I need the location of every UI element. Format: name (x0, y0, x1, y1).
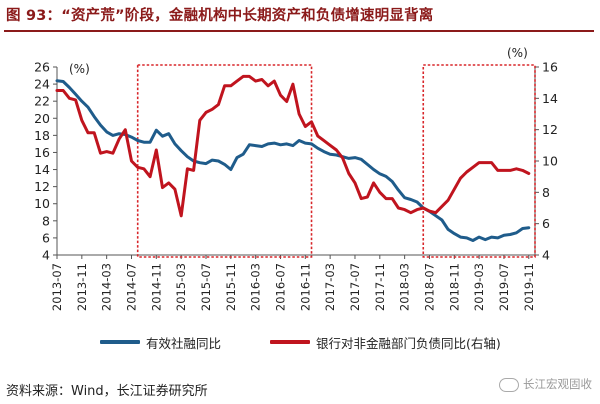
left-tick-label: 18 (34, 128, 50, 143)
highlight-region-2 (422, 64, 536, 258)
legend-swatch-series-1 (100, 340, 140, 344)
x-tick-label: 2019-11 (522, 263, 536, 311)
x-tick-label: 2015-07 (199, 263, 213, 311)
left-tick-label: 14 (34, 162, 50, 177)
x-tick-label: 2016-03 (249, 263, 263, 311)
figure-title: 图 93：“资产荒”阶段，金融机构中长期资产和负债增速明显背离 (6, 8, 434, 24)
x-tick-label: 2018-11 (447, 263, 461, 311)
chart-tick-labels: 4 6 8 10 12 14 16 18 20 22 24 26 4 6 8 10 12 14 16 (%) (%) 20… (34, 46, 558, 311)
left-tick-label: 20 (34, 111, 50, 126)
left-tick-label: 10 (34, 196, 50, 211)
right-tick-label: 14 (542, 91, 558, 106)
left-tick-label: 4 (42, 248, 50, 263)
left-tick-label: 24 (34, 77, 50, 92)
x-tick-label: 2017-11 (373, 263, 387, 311)
legend-label-series-1: 有效社融同比 (146, 336, 222, 351)
source-note: 资料来源：Wind，长江证券研究所 (6, 384, 208, 399)
left-tick-label: 26 (34, 60, 50, 75)
left-tick-label: 6 (42, 230, 50, 245)
x-tick-label: 2018-03 (398, 263, 412, 311)
right-unit-label: (%) (507, 46, 528, 60)
wechat-icon (499, 377, 519, 392)
series-line-2 (55, 74, 531, 218)
x-tick-label: 2017-03 (323, 263, 337, 311)
right-tick-label: 6 (542, 216, 550, 231)
right-tick-label: 4 (542, 248, 550, 263)
legend-label-series-2: 银行对非金融部门负债同比(右轴) (316, 336, 501, 351)
x-tick-label: 2014-07 (124, 263, 138, 311)
watermark: 长江宏观固收 (499, 376, 592, 392)
x-tick-label: 2016-07 (273, 263, 287, 311)
left-tick-label: 8 (42, 213, 50, 228)
left-tick-label: 12 (34, 179, 50, 194)
legend-swatch-series-2 (270, 340, 310, 344)
series-line-1 (55, 79, 531, 242)
x-tick-label: 2018-07 (422, 263, 436, 311)
dual-axis-line-chart: 4 6 8 10 12 14 16 18 20 22 24 26 4 6 8 10 12 14 16 (%) (%) 20… (34, 46, 558, 311)
x-tick-label: 2019-07 (497, 263, 511, 311)
highlight-regions (136, 64, 536, 258)
highlight-region-1 (136, 64, 313, 258)
right-tick-label: 8 (542, 185, 550, 200)
left-tick-label: 22 (34, 94, 50, 109)
x-tick-label: 2019-03 (472, 263, 486, 311)
x-tick-label: 2015-11 (224, 263, 238, 311)
watermark-text: 长江宏观固收 (523, 377, 592, 391)
left-unit-label: (%) (69, 62, 90, 76)
x-tick-label: 2017-07 (348, 263, 362, 311)
x-tick-label: 2013-07 (50, 263, 64, 311)
x-tick-label: 2015-03 (174, 263, 188, 311)
right-tick-label: 10 (542, 154, 558, 169)
x-tick-label: 2013-11 (75, 263, 89, 311)
right-tick-label: 16 (542, 60, 558, 75)
chart-series (55, 74, 531, 242)
title-divider (4, 30, 594, 32)
left-tick-label: 16 (34, 145, 50, 160)
x-tick-label: 2014-11 (149, 263, 163, 311)
right-tick-label: 12 (542, 122, 558, 137)
x-tick-label: 2016-11 (298, 263, 312, 311)
x-tick-label: 2014-03 (100, 263, 114, 311)
